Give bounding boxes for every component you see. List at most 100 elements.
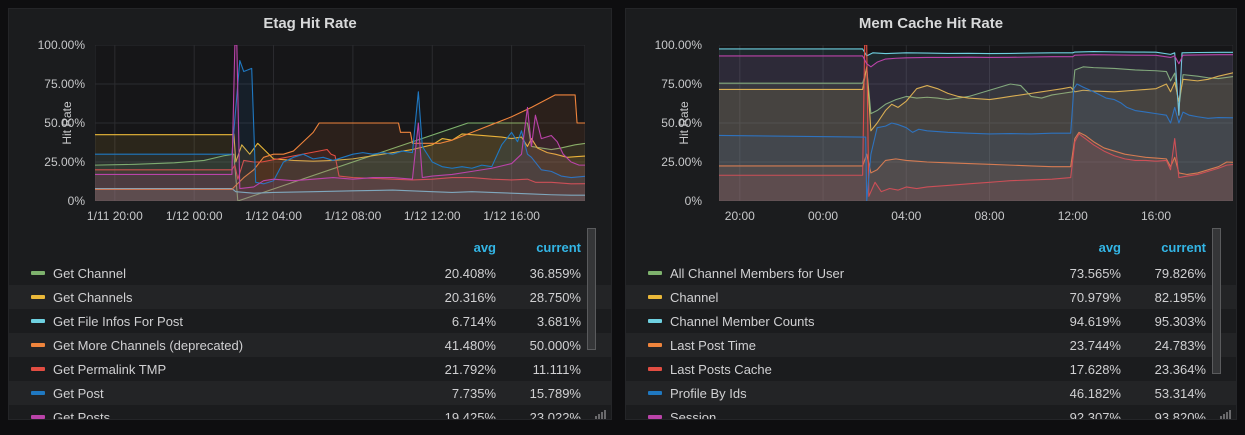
legend-scrollbar[interactable]	[1212, 228, 1221, 374]
series-current-value: 15.789%	[529, 385, 581, 401]
series-color-swatch[interactable]	[31, 367, 45, 371]
series-name[interactable]: Get Post	[53, 385, 104, 401]
series-line	[95, 123, 585, 201]
y-tick-label: 100.00%	[654, 38, 702, 52]
series-color-swatch[interactable]	[648, 415, 662, 419]
y-tick-label: 75.00%	[661, 77, 702, 91]
series-line	[719, 67, 1233, 114]
series-color-swatch[interactable]	[31, 319, 45, 323]
series-name[interactable]: Last Posts Cache	[670, 361, 772, 377]
panel-mem-cache-hit-rate: Mem Cache Hit Rate Hit Rate 100.00% 75.00…	[625, 8, 1237, 420]
series-current-value: 53.314%	[1154, 385, 1206, 401]
series-current-value: 82.195%	[1154, 289, 1206, 305]
panel-resize-grip[interactable]	[1220, 406, 1232, 419]
series-color-swatch[interactable]	[31, 295, 45, 299]
series-avg-value: 46.182%	[1069, 385, 1121, 401]
x-tick-label: 16:00	[1140, 209, 1172, 223]
series-line	[719, 55, 1233, 67]
line-chart-svg	[95, 45, 585, 201]
series-name[interactable]: Get Channels	[53, 289, 133, 305]
x-axis-ticks: 1/11 20:00 1/12 00:00 1/12 04:00 1/12 08:00…	[87, 207, 585, 225]
legend-col-current[interactable]: current	[536, 239, 581, 255]
series-name[interactable]: Get File Infos For Post	[53, 313, 184, 329]
series-color-swatch[interactable]	[648, 367, 662, 371]
x-tick-label: 1/12 00:00	[165, 209, 223, 223]
legend-row: Get Channel 20.408% 36.859%	[9, 261, 611, 285]
chart-area: Hit Rate 100.00% 75.00% 50.00% 25.00% 0% 20:…	[626, 37, 1236, 233]
y-tick-label: 25.00%	[44, 155, 85, 169]
series-name[interactable]: Get Posts	[53, 409, 111, 420]
y-tick-label: 25.00%	[661, 155, 702, 169]
legend-row: Get Posts 19.425% 23.022%	[9, 405, 611, 420]
series-color-swatch[interactable]	[31, 415, 45, 419]
series-color-swatch[interactable]	[31, 391, 45, 395]
scrollbar-thumb[interactable]	[587, 228, 596, 350]
series-line	[95, 134, 585, 162]
series-avg-value: 21.792%	[444, 361, 496, 377]
legend-col-current[interactable]: current	[1161, 239, 1206, 255]
plot-region[interactable]	[95, 45, 585, 201]
series-avg-value: 20.316%	[444, 289, 496, 305]
x-tick-label: 20:00	[724, 209, 755, 223]
series-color-swatch[interactable]	[31, 343, 45, 347]
series-color-swatch[interactable]	[648, 271, 662, 275]
legend-row: Get File Infos For Post 6.714% 3.681%	[9, 309, 611, 333]
series-avg-value: 20.408%	[444, 265, 496, 281]
series-name[interactable]: Get Permalink TMP	[53, 361, 167, 377]
y-axis-ticks: 100.00% 75.00% 50.00% 25.00% 0%	[9, 38, 91, 208]
panel-resize-grip[interactable]	[595, 406, 607, 419]
series-current-value: 3.681%	[536, 313, 581, 329]
dashboard-row: Etag Hit Rate Hit Rate 100.00% 75.00% 50.0…	[8, 8, 1237, 420]
series-color-swatch[interactable]	[648, 319, 662, 323]
series-line	[95, 61, 585, 184]
x-tick-label: 1/12 08:00	[324, 209, 382, 223]
panel-title[interactable]: Etag Hit Rate	[263, 15, 357, 32]
series-name[interactable]: Get More Channels (deprecated)	[53, 337, 244, 353]
series-avg-value: 17.628%	[1069, 361, 1121, 377]
y-tick-label: 50.00%	[44, 116, 85, 130]
resize-grip-icon	[1220, 410, 1231, 419]
line-chart-svg	[719, 45, 1233, 201]
series-color-swatch[interactable]	[648, 391, 662, 395]
legend-header: avg current	[626, 233, 1236, 261]
series-color-swatch[interactable]	[648, 295, 662, 299]
series-name[interactable]: Channel	[670, 289, 719, 305]
legend-row: Get Permalink TMP 21.792% 11.111%	[9, 357, 611, 381]
scrollbar-thumb[interactable]	[1212, 228, 1221, 374]
legend-scrollbar[interactable]	[587, 228, 596, 350]
series-current-value: 11.111%	[532, 361, 581, 377]
series-avg-value: 70.979%	[1069, 289, 1121, 305]
series-avg-value: 73.565%	[1069, 265, 1121, 281]
series-name[interactable]: Last Post Time	[670, 337, 756, 353]
series-color-swatch[interactable]	[31, 271, 45, 275]
series-current-value: 36.859%	[529, 265, 581, 281]
legend-col-avg[interactable]: avg	[1098, 239, 1121, 255]
series-name[interactable]: Channel Member Counts	[670, 313, 815, 329]
legend-row: All Channel Members for User 73.565% 79.…	[626, 261, 1236, 285]
series-name[interactable]: Profile By Ids	[670, 385, 747, 401]
legend-row: Last Post Time 23.744% 24.783%	[626, 333, 1236, 357]
legend-row: Session 92.307% 93.820%	[626, 405, 1236, 420]
series-line	[95, 189, 585, 196]
legend-col-avg[interactable]: avg	[473, 239, 496, 255]
y-tick-label: 0%	[684, 194, 702, 208]
series-line	[95, 150, 585, 184]
series-current-value: 23.364%	[1154, 361, 1206, 377]
legend-row: Get More Channels (deprecated) 41.480% 5…	[9, 333, 611, 357]
legend-row: Channel 70.979% 82.195%	[626, 285, 1236, 309]
legend-table: Get Channel 20.408% 36.859% Get Channels…	[9, 261, 611, 420]
x-tick-label: 1/12 04:00	[245, 209, 302, 223]
series-avg-value: 94.619%	[1069, 313, 1121, 329]
y-tick-label: 100.00%	[37, 38, 85, 52]
series-color-swatch[interactable]	[648, 343, 662, 347]
panel-title[interactable]: Mem Cache Hit Rate	[858, 15, 1004, 32]
legend-row: Get Channels 20.316% 28.750%	[9, 285, 611, 309]
series-name[interactable]: All Channel Members for User	[670, 265, 845, 281]
plot-region[interactable]	[719, 45, 1233, 201]
series-name[interactable]: Session	[670, 409, 717, 420]
x-tick-label: 1/11 20:00	[86, 209, 143, 223]
series-current-value: 28.750%	[529, 289, 581, 305]
series-avg-value: 6.714%	[451, 313, 496, 329]
series-current-value: 23.022%	[529, 409, 581, 420]
series-name[interactable]: Get Channel	[53, 265, 126, 281]
